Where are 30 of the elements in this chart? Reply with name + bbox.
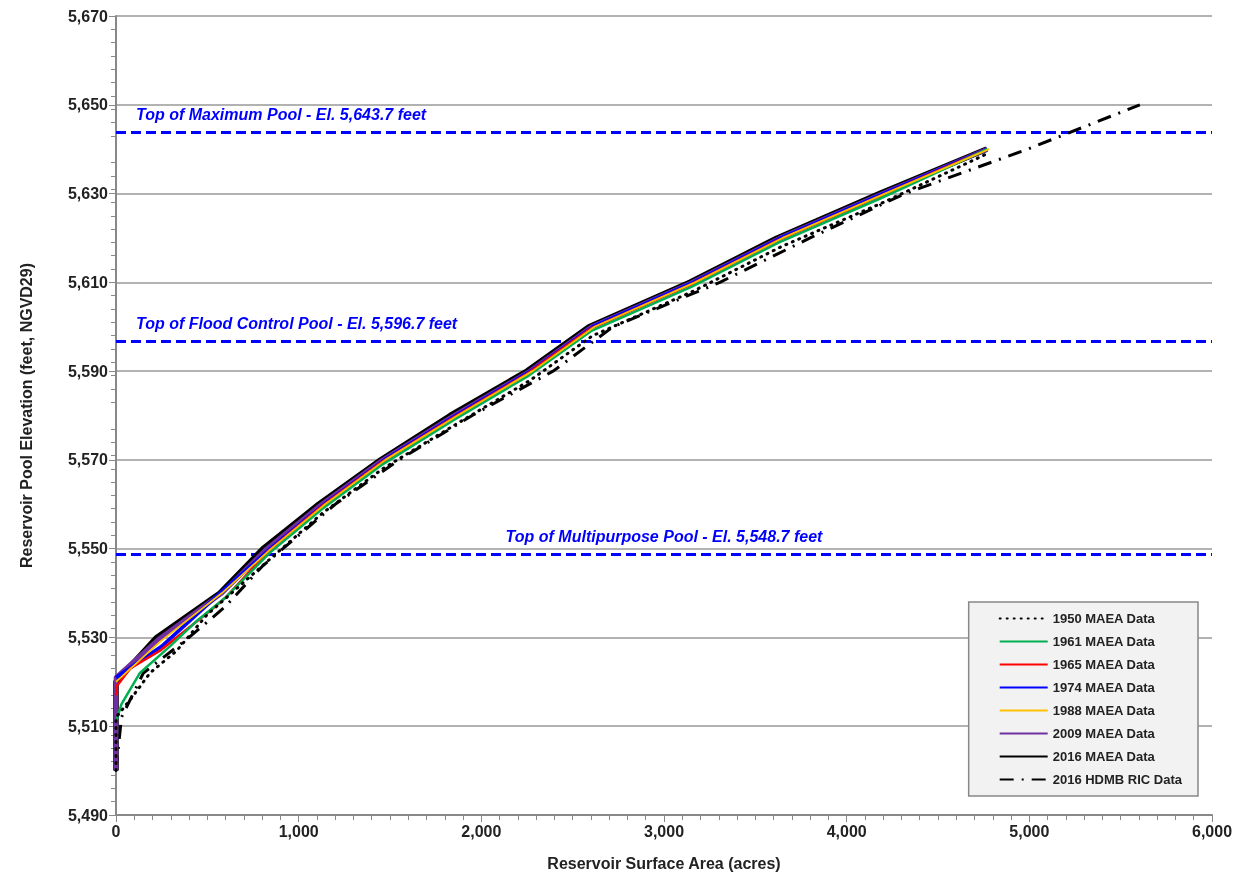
legend-label: 1965 MAEA Data	[1052, 657, 1156, 672]
ref-line-label: Top of Multipurpose Pool - El. 5,548.7 feet	[505, 527, 824, 545]
x-tick-label: 4,000	[826, 822, 867, 840]
y-tick-label: 5,630	[67, 185, 109, 203]
x-tick-label: 1,000	[278, 822, 319, 840]
legend-label: 1950 MAEA Data	[1052, 611, 1156, 626]
x-tick-label: 2,000	[461, 822, 502, 840]
legend-label: 2016 HDMB RIC Data	[1052, 772, 1183, 787]
y-tick-label: 5,550	[67, 540, 109, 558]
legend-label: 1961 MAEA Data	[1052, 634, 1156, 649]
x-tick-label: 5,000	[1009, 822, 1050, 840]
y-tick-label: 5,530	[67, 628, 109, 646]
y-tick-label: 5,570	[67, 451, 109, 469]
x-tick-label: 3,000	[643, 822, 685, 840]
y-tick-label: 5,510	[67, 717, 109, 735]
ref-line-label: Top of Maximum Pool - El. 5,643.7 feet	[136, 106, 427, 124]
y-axis-title: Reservoir Pool Elevation (feet, NGVD29)	[17, 263, 35, 568]
y-tick-label: 5,590	[67, 362, 109, 380]
legend-label: 2016 MAEA Data	[1052, 749, 1156, 764]
x-axis-title: Reservoir Surface Area (acres)	[547, 854, 781, 872]
y-tick-label: 5,610	[67, 273, 109, 291]
legend-label: 1974 MAEA Data	[1052, 680, 1156, 695]
legend-label: 2009 MAEA Data	[1052, 726, 1156, 741]
y-tick-label: 5,650	[67, 96, 109, 114]
ref-line-label: Top of Flood Control Pool - El. 5,596.7 feet	[136, 314, 458, 332]
y-tick-label: 5,670	[67, 7, 109, 25]
x-tick-label: 0	[111, 822, 121, 840]
legend-label: 1988 MAEA Data	[1052, 703, 1156, 718]
y-tick-label: 5,490	[67, 806, 109, 824]
x-tick-label: 6,000	[1191, 822, 1233, 840]
